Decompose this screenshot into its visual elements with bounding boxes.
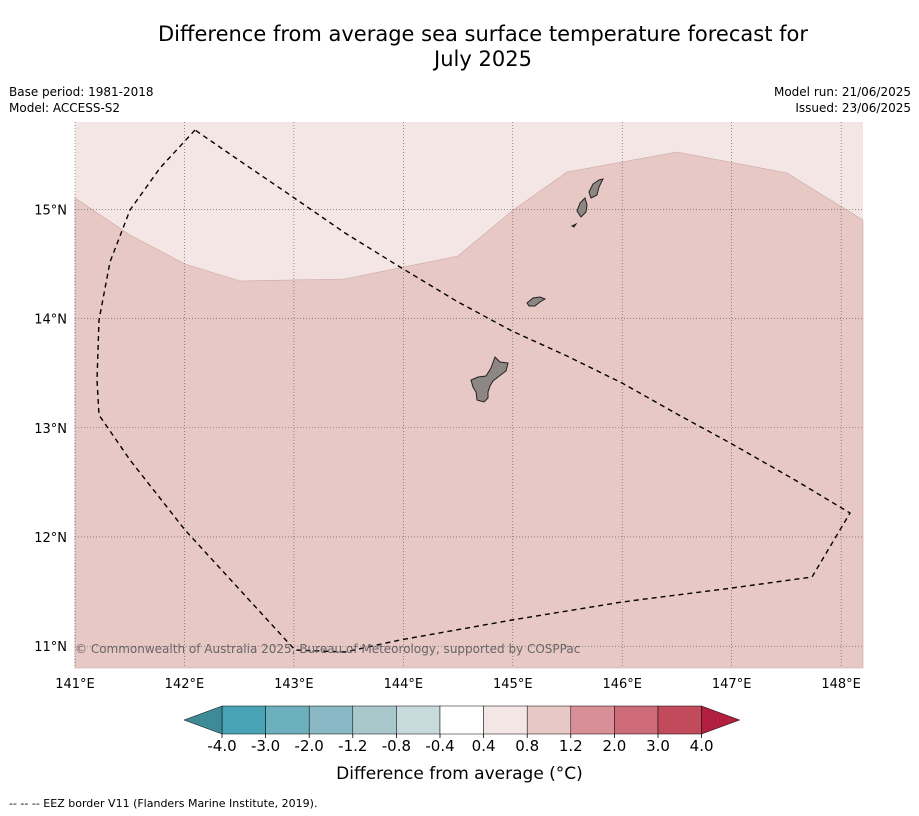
latitude-label: 12°N bbox=[34, 531, 67, 546]
colorbar-tick-label: -0.4 bbox=[425, 737, 454, 755]
saipan-island bbox=[588, 178, 604, 199]
graticule bbox=[74, 122, 863, 668]
model-run-date: Model run: 21/06/2025 bbox=[773, 85, 911, 99]
colorbar-tick-label: -4.0 bbox=[207, 737, 236, 755]
colorbar-tick-label: 0.4 bbox=[472, 737, 496, 755]
copyright-notice: © Commonwealth of Australia 2025, Bureau… bbox=[75, 642, 580, 656]
longitude-labels: 141°E 142°E 143°E 144°E 145°E 146°E 147°E 148°E bbox=[55, 677, 861, 692]
eez-footnote: -- -- -- EEZ border V11 (Flanders Marine… bbox=[9, 797, 318, 810]
latitude-label: 15°N bbox=[34, 203, 67, 218]
latitude-label: 13°N bbox=[34, 422, 67, 437]
colorbar-bin bbox=[657, 705, 702, 735]
colorbar-tick-label: 4.0 bbox=[690, 737, 714, 755]
colorbar-bin bbox=[439, 705, 484, 735]
colorbar-tick-label: 2.0 bbox=[602, 737, 626, 755]
anomaly-zone-warm bbox=[74, 151, 864, 669]
title-line-1: Difference from average sea surface temp… bbox=[158, 22, 808, 46]
longitude-label: 144°E bbox=[384, 677, 424, 692]
map-figure: © Commonwealth of Australia 2025, Bureau… bbox=[34, 122, 864, 755]
title-line-2: July 2025 bbox=[434, 47, 532, 71]
rota-island bbox=[526, 296, 547, 307]
longitude-label: 147°E bbox=[712, 677, 752, 692]
map-title: Difference from average sea surface temp… bbox=[60, 22, 906, 72]
colorbar-tick-label: -0.8 bbox=[382, 737, 411, 755]
latitude-labels: 15°N 14°N 13°N 12°N 11°N bbox=[34, 203, 67, 655]
colorbar-bin bbox=[308, 705, 354, 735]
colorbar: -4.0 -3.0 -2.0 -1.2 -0.8 -0.4 0.4 0.8 1.2 2.0 3.0 4… bbox=[183, 705, 741, 755]
base-period: Base period: 1981-2018 bbox=[9, 85, 154, 99]
base-info: Base period: 1981-2018 Model: ACCESS-S2 bbox=[9, 84, 154, 116]
latitude-label: 11°N bbox=[34, 640, 67, 655]
colorbar-tick-label: -1.2 bbox=[338, 737, 367, 755]
longitude-label: 142°E bbox=[165, 677, 205, 692]
colorbar-tick-label: -2.0 bbox=[295, 737, 324, 755]
colorbar-bin bbox=[352, 705, 397, 735]
issued-date: Issued: 23/06/2025 bbox=[795, 101, 911, 115]
aguijan-islet bbox=[570, 222, 578, 228]
colorbar-bin bbox=[483, 705, 528, 735]
colorbar-over-arrow bbox=[701, 705, 741, 735]
colorbar-label: Difference from average (°C) bbox=[336, 764, 583, 784]
colorbar-tick-label: 3.0 bbox=[646, 737, 670, 755]
colorbar-bin bbox=[526, 705, 572, 735]
colorbar-bin bbox=[396, 705, 441, 735]
longitude-label: 141°E bbox=[55, 677, 95, 692]
guam-island bbox=[470, 356, 509, 403]
longitude-label: 146°E bbox=[602, 677, 642, 692]
longitude-label: 145°E bbox=[493, 677, 533, 692]
tinian-island bbox=[576, 197, 588, 218]
run-info: Model run: 21/06/2025 Issued: 23/06/2025 bbox=[774, 84, 911, 116]
latitude-label: 14°N bbox=[34, 313, 67, 328]
model-name: Model: ACCESS-S2 bbox=[9, 101, 121, 115]
colorbar-tick-label: 0.8 bbox=[515, 737, 539, 755]
colorbar-bin bbox=[614, 705, 659, 735]
longitude-label: 148°E bbox=[821, 677, 861, 692]
colorbar-under-arrow bbox=[183, 705, 223, 735]
colorbar-tick-label: -3.0 bbox=[251, 737, 280, 755]
map-panel: © Commonwealth of Australia 2025, Bureau… bbox=[74, 122, 864, 669]
colorbar-tick-label: 1.2 bbox=[559, 737, 583, 755]
colorbar-bin bbox=[265, 705, 310, 735]
colorbar-bin bbox=[221, 705, 266, 735]
longitude-label: 143°E bbox=[274, 677, 314, 692]
colorbar-bin bbox=[570, 705, 615, 735]
